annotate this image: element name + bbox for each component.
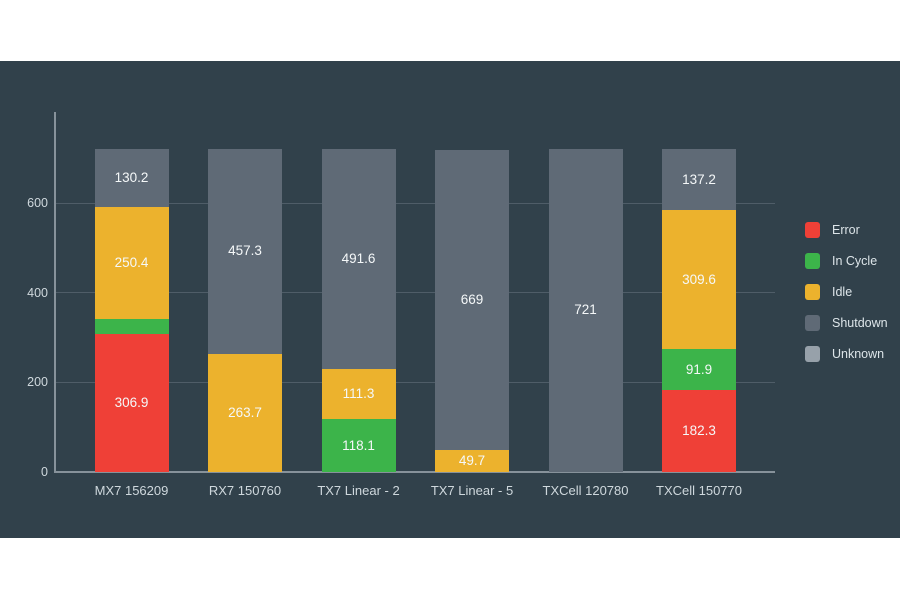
bar-segment-shutdown[interactable]	[435, 149, 509, 450]
bar-segment-idle[interactable]	[94, 207, 169, 320]
x-axis-category-label: MX7 156209	[94, 483, 169, 498]
legend-item-unknown[interactable]: Unknown	[805, 346, 884, 362]
bar-value-label: 250.4	[114, 255, 149, 271]
y-axis-tick-label: 400	[27, 285, 48, 300]
x-axis-category-label: TX7 Linear - 5	[430, 483, 514, 498]
gridline	[55, 202, 775, 204]
bar-segment-in-cycle[interactable]	[662, 349, 736, 391]
legend-swatch-icon	[805, 315, 820, 331]
legend-item-error[interactable]: Error	[805, 222, 860, 238]
legend-label: Unknown	[832, 347, 885, 361]
legend-label: Shutdown	[832, 316, 888, 330]
gridline	[55, 381, 775, 383]
y-axis-tick-label: 600	[27, 196, 48, 210]
x-axis-line	[54, 471, 775, 473]
bar-segment-shutdown[interactable]	[662, 148, 736, 211]
legend-item-shutdown[interactable]: Shutdown	[805, 315, 888, 331]
bar-segment-shutdown[interactable]	[321, 148, 396, 370]
legend-item-in-cycle[interactable]: In Cycle	[805, 253, 877, 269]
legend-swatch-icon	[805, 284, 820, 300]
bar-segment-idle[interactable]	[662, 210, 736, 350]
legend-swatch-icon	[805, 222, 820, 238]
x-axis-category-label: RX7 150760	[208, 483, 282, 498]
bar-value-label: 669	[460, 291, 484, 307]
bar-segment-idle[interactable]	[208, 353, 282, 472]
x-axis-category-label: TXCell 150770	[656, 483, 742, 498]
y-axis-tick-label: 200	[27, 375, 48, 390]
bar-value-label: 137.2	[682, 171, 716, 187]
bar-value-label: 91.9	[685, 361, 713, 377]
bar-value-label: 721	[574, 302, 597, 318]
x-axis-category-label: TX7 Linear - 2	[317, 483, 400, 498]
bar-segment-error[interactable]	[94, 334, 169, 472]
bar-segment-in-cycle[interactable]	[321, 419, 396, 472]
bar-segment-shutdown[interactable]	[94, 148, 169, 208]
bar-value-label: 182.3	[682, 423, 716, 439]
y-axis-tick-label: 0	[41, 465, 48, 479]
bar-segment-idle[interactable]	[321, 369, 396, 420]
x-axis-category-label: TXCell 120780	[542, 483, 629, 498]
bar-value-label: 111.3	[342, 386, 375, 402]
bar-segment-shutdown[interactable]	[548, 148, 623, 472]
bar-value-label: 491.6	[341, 250, 376, 266]
bar-value-label: 457.3	[228, 243, 262, 259]
bar-segment-shutdown[interactable]	[208, 148, 282, 354]
bar-value-label: 118.1	[342, 437, 375, 453]
legend-item-idle[interactable]: Idle	[805, 284, 852, 300]
bar-value-label: 306.9	[114, 395, 149, 411]
gridline	[55, 292, 775, 294]
bar-value-label: 49.7	[458, 452, 486, 468]
bar-segment-error[interactable]	[662, 390, 736, 472]
legend-label: Error	[832, 223, 860, 237]
y-axis-line	[54, 112, 56, 472]
bar-value-label: 263.7	[228, 404, 262, 420]
bar-segment-idle[interactable]	[435, 449, 509, 472]
legend-swatch-icon	[805, 346, 820, 362]
bar-value-label: 309.6	[682, 271, 716, 287]
bar-value-label: 130.2	[114, 169, 149, 185]
bar-segment-in-cycle[interactable]	[94, 319, 169, 335]
legend-label: Idle	[832, 285, 853, 299]
legend-swatch-icon	[805, 253, 820, 269]
legend-label: In Cycle	[832, 254, 878, 268]
